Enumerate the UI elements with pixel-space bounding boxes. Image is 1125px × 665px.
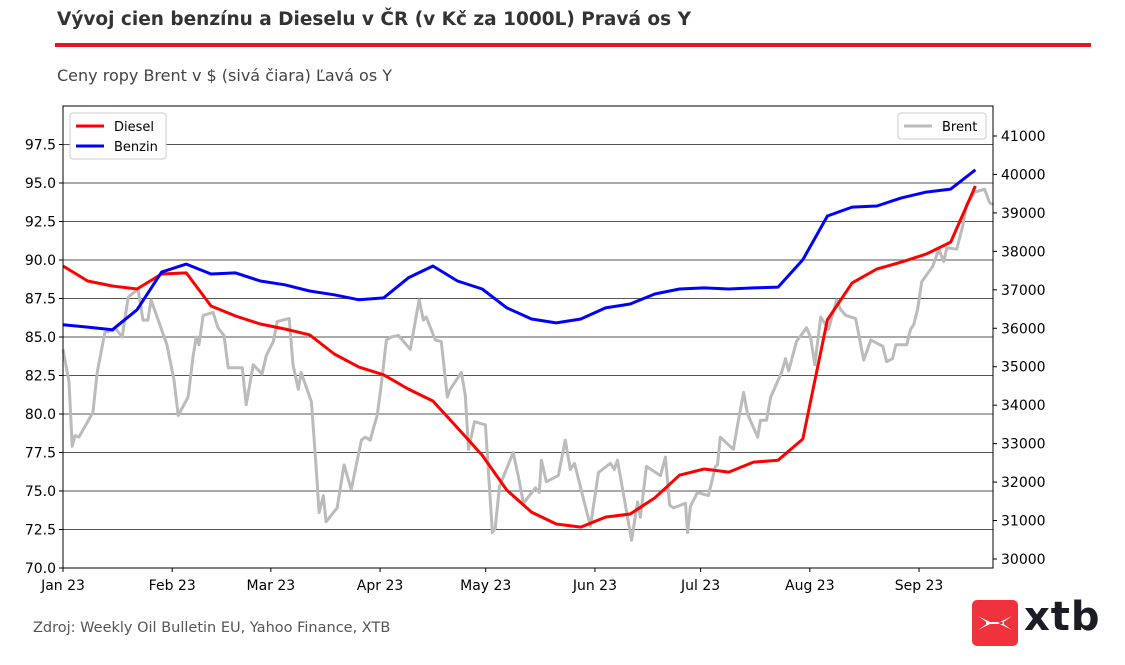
right-tick-label: 37000 [1001,283,1046,299]
left-tick-label: 72.5 [25,523,56,539]
xtb-logo-text: xtb [1024,594,1101,640]
subtitle: Ceny ropy Brent v $ (sivá čiara) Ľavá os… [57,66,393,85]
left-tick-label: 97.5 [25,138,56,154]
right-tick-label: 36000 [1001,321,1046,337]
right-tick-label: 40000 [1001,167,1046,183]
legend-right [897,112,987,140]
x-tick-label: Aug 23 [785,578,835,594]
left-tick-label: 80.0 [25,407,56,423]
left-tick-label: 75.0 [25,484,56,500]
left-tick-label: 85.0 [25,330,56,346]
right-tick-label: 33000 [1001,437,1046,453]
x-tick-label: May 23 [460,578,511,594]
x-tick-label: Sep 23 [895,578,944,594]
series-line-diesel [62,185,977,529]
x-tick-label: Mar 23 [246,578,295,594]
x-tick-label: Feb 23 [149,578,196,594]
left-tick-label: 82.5 [25,369,56,385]
title-divider [55,43,1091,47]
left-tick-label: 70.0 [25,561,56,577]
xtb-logo-mark-icon [972,600,1018,646]
series-line-benzin [62,168,977,332]
right-tick-label: 35000 [1001,360,1046,376]
right-tick-label: 34000 [1001,398,1046,414]
plot-frame [62,105,994,569]
left-tick-label: 77.5 [25,446,56,462]
legend-label-brent: Brent [942,120,977,135]
right-tick-label: 39000 [1001,206,1046,222]
x-tick-label: Jun 23 [572,578,617,594]
right-tick-label: 31000 [1001,514,1046,530]
left-tick-label: 87.5 [25,292,56,308]
legend-label-benzin: Benzin [114,140,158,155]
page-title: Vývoj cien benzínu a Dieselu v ČR (v Kč … [57,9,691,30]
x-tick-label: Jan 23 [40,578,85,594]
x-tick-label: Jul 23 [680,578,720,594]
right-tick-label: 32000 [1001,475,1046,491]
right-tick-label: 38000 [1001,244,1046,260]
series-line-brent [61,187,995,542]
right-tick-label: 30000 [1001,552,1046,568]
source-note: Zdroj: Weekly Oil Bulletin EU, Yahoo Fin… [33,620,391,636]
left-tick-label: 92.5 [25,215,56,231]
right-tick-label: 41000 [1001,129,1046,145]
legend-label-diesel: Diesel [114,120,154,135]
x-tick-label: Apr 23 [357,578,403,594]
xtb-logo: xtb [972,594,1100,646]
left-tick-label: 95.0 [25,176,56,192]
left-tick-label: 90.0 [25,253,56,269]
